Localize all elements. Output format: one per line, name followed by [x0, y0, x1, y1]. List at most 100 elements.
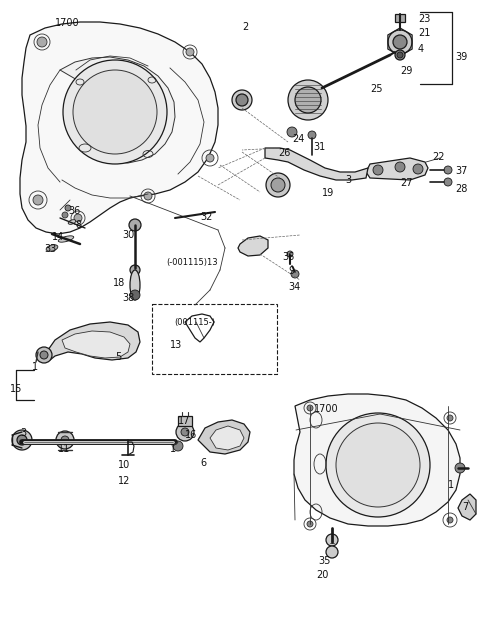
Circle shape: [36, 347, 52, 363]
Circle shape: [173, 441, 183, 451]
Text: 32: 32: [200, 212, 212, 222]
Text: (001115-): (001115-): [174, 318, 215, 327]
Text: 15: 15: [10, 384, 23, 394]
Text: 12: 12: [118, 476, 131, 486]
Circle shape: [373, 165, 383, 175]
Circle shape: [455, 463, 465, 473]
Polygon shape: [238, 236, 268, 256]
Circle shape: [288, 80, 328, 120]
Bar: [178, 416, 192, 426]
Circle shape: [336, 423, 420, 507]
Circle shape: [206, 154, 214, 162]
Text: 36: 36: [68, 206, 80, 216]
Circle shape: [271, 178, 285, 192]
Text: 11: 11: [58, 444, 70, 454]
Bar: [152, 304, 277, 374]
Polygon shape: [48, 322, 140, 360]
Text: 2: 2: [242, 22, 248, 32]
Bar: [395, 14, 405, 22]
Text: 16: 16: [185, 430, 197, 440]
Circle shape: [56, 431, 74, 449]
Text: 8: 8: [75, 220, 81, 230]
Text: 25: 25: [370, 84, 383, 94]
Text: 34: 34: [288, 282, 300, 292]
Circle shape: [397, 52, 403, 58]
Circle shape: [287, 127, 297, 137]
Text: 33: 33: [44, 244, 56, 254]
Circle shape: [40, 351, 48, 359]
Text: 18: 18: [113, 278, 125, 288]
Text: 30: 30: [122, 230, 134, 240]
Circle shape: [12, 430, 32, 450]
Text: 1: 1: [32, 362, 38, 372]
Text: 22: 22: [432, 152, 444, 162]
Text: 7: 7: [462, 502, 468, 512]
Circle shape: [62, 212, 68, 218]
Circle shape: [186, 48, 194, 56]
Text: 1: 1: [170, 444, 176, 454]
Text: 36: 36: [282, 252, 294, 262]
Polygon shape: [20, 22, 218, 234]
Text: 37: 37: [455, 166, 468, 176]
Text: 1: 1: [448, 480, 454, 490]
Text: 5: 5: [115, 352, 121, 362]
Text: 1700: 1700: [314, 404, 338, 414]
Polygon shape: [265, 148, 368, 180]
Circle shape: [291, 270, 299, 278]
Circle shape: [232, 90, 252, 110]
Circle shape: [181, 428, 189, 436]
Text: 19: 19: [322, 188, 334, 198]
Text: 6: 6: [200, 458, 206, 468]
Text: (-001115)13: (-001115)13: [166, 258, 217, 267]
Circle shape: [444, 178, 452, 186]
Circle shape: [33, 195, 43, 205]
Ellipse shape: [46, 245, 58, 251]
Circle shape: [176, 423, 194, 441]
Text: 29: 29: [400, 66, 412, 76]
Ellipse shape: [58, 236, 74, 242]
Circle shape: [129, 219, 141, 231]
Text: 10: 10: [118, 460, 130, 470]
Circle shape: [266, 173, 290, 197]
Text: 21: 21: [418, 28, 431, 38]
Polygon shape: [366, 158, 428, 180]
Circle shape: [413, 164, 423, 174]
Circle shape: [308, 131, 316, 139]
Polygon shape: [458, 494, 476, 520]
Circle shape: [17, 435, 27, 445]
Circle shape: [144, 192, 152, 200]
Polygon shape: [198, 420, 250, 454]
Circle shape: [444, 166, 452, 174]
Text: 20: 20: [316, 570, 328, 580]
Circle shape: [65, 205, 71, 211]
Circle shape: [447, 517, 453, 523]
Text: 27: 27: [400, 178, 412, 188]
Text: 1700: 1700: [55, 18, 80, 28]
Circle shape: [236, 94, 248, 106]
Text: 26: 26: [278, 148, 290, 158]
Circle shape: [393, 35, 407, 49]
Ellipse shape: [68, 220, 76, 224]
Text: 35: 35: [318, 556, 330, 566]
Circle shape: [388, 30, 412, 54]
Circle shape: [307, 405, 313, 411]
Text: 23: 23: [418, 14, 431, 24]
Circle shape: [63, 60, 167, 164]
Circle shape: [395, 50, 405, 60]
Circle shape: [447, 415, 453, 421]
Circle shape: [287, 251, 293, 257]
Text: 13: 13: [170, 340, 182, 350]
Polygon shape: [60, 57, 175, 163]
Text: 24: 24: [292, 134, 304, 144]
Text: 28: 28: [455, 184, 468, 194]
Text: 17: 17: [178, 416, 191, 426]
Text: 14: 14: [52, 232, 64, 242]
Circle shape: [130, 265, 140, 275]
Circle shape: [61, 436, 69, 444]
Circle shape: [73, 70, 157, 154]
Circle shape: [37, 37, 47, 47]
Circle shape: [326, 413, 430, 517]
Text: 3: 3: [20, 428, 26, 438]
Circle shape: [130, 290, 140, 300]
Polygon shape: [62, 331, 130, 358]
